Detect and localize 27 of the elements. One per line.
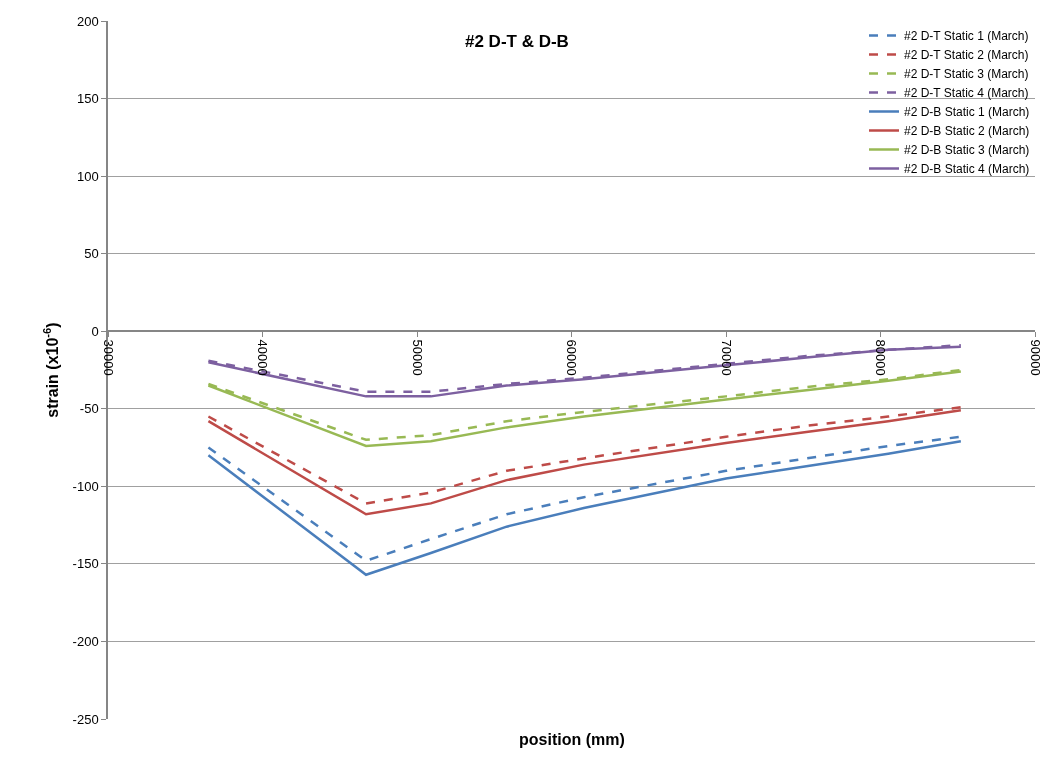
legend-label: #2 D-T Static 4 (March)	[904, 86, 1029, 101]
x-tick-label: 90000	[1027, 339, 1043, 376]
x-tick-label: 30000	[100, 339, 116, 376]
y-tick-label: 150	[76, 91, 99, 107]
y-tick-label: 100	[76, 168, 99, 184]
legend-label: #2 D-B Static 2 (March)	[904, 124, 1030, 139]
legend-label: #2 D-B Static 1 (March)	[904, 105, 1030, 120]
x-tick-label: 50000	[409, 339, 425, 376]
x-tick-label: 80000	[873, 339, 889, 376]
y-tick-label: -50	[79, 401, 99, 417]
x-axis-title: position (mm)	[519, 731, 625, 748]
y-tick-label: -250	[72, 711, 99, 727]
legend-label: #2 D-T Static 2 (March)	[904, 48, 1029, 63]
y-tick-label: -200	[72, 633, 99, 649]
y-tick-label: 50	[84, 246, 99, 262]
legend-label: #2 D-B Static 3 (March)	[904, 143, 1030, 158]
legend-label: #2 D-T Static 1 (March)	[904, 29, 1029, 44]
x-tick-label: 40000	[255, 339, 271, 376]
x-tick-label: 70000	[718, 339, 734, 376]
y-tick-label: 200	[76, 13, 99, 29]
y-tick-label: 0	[91, 323, 99, 339]
text: #2 D-T & D-B	[465, 31, 569, 51]
x-tick-label: 60000	[564, 339, 580, 376]
legend-label: #2 D-T Static 3 (March)	[904, 67, 1029, 82]
y-tick-label: -100	[72, 478, 99, 494]
y-tick-label: -150	[72, 556, 99, 572]
legend-label: #2 D-B Static 4 (March)	[904, 162, 1030, 177]
